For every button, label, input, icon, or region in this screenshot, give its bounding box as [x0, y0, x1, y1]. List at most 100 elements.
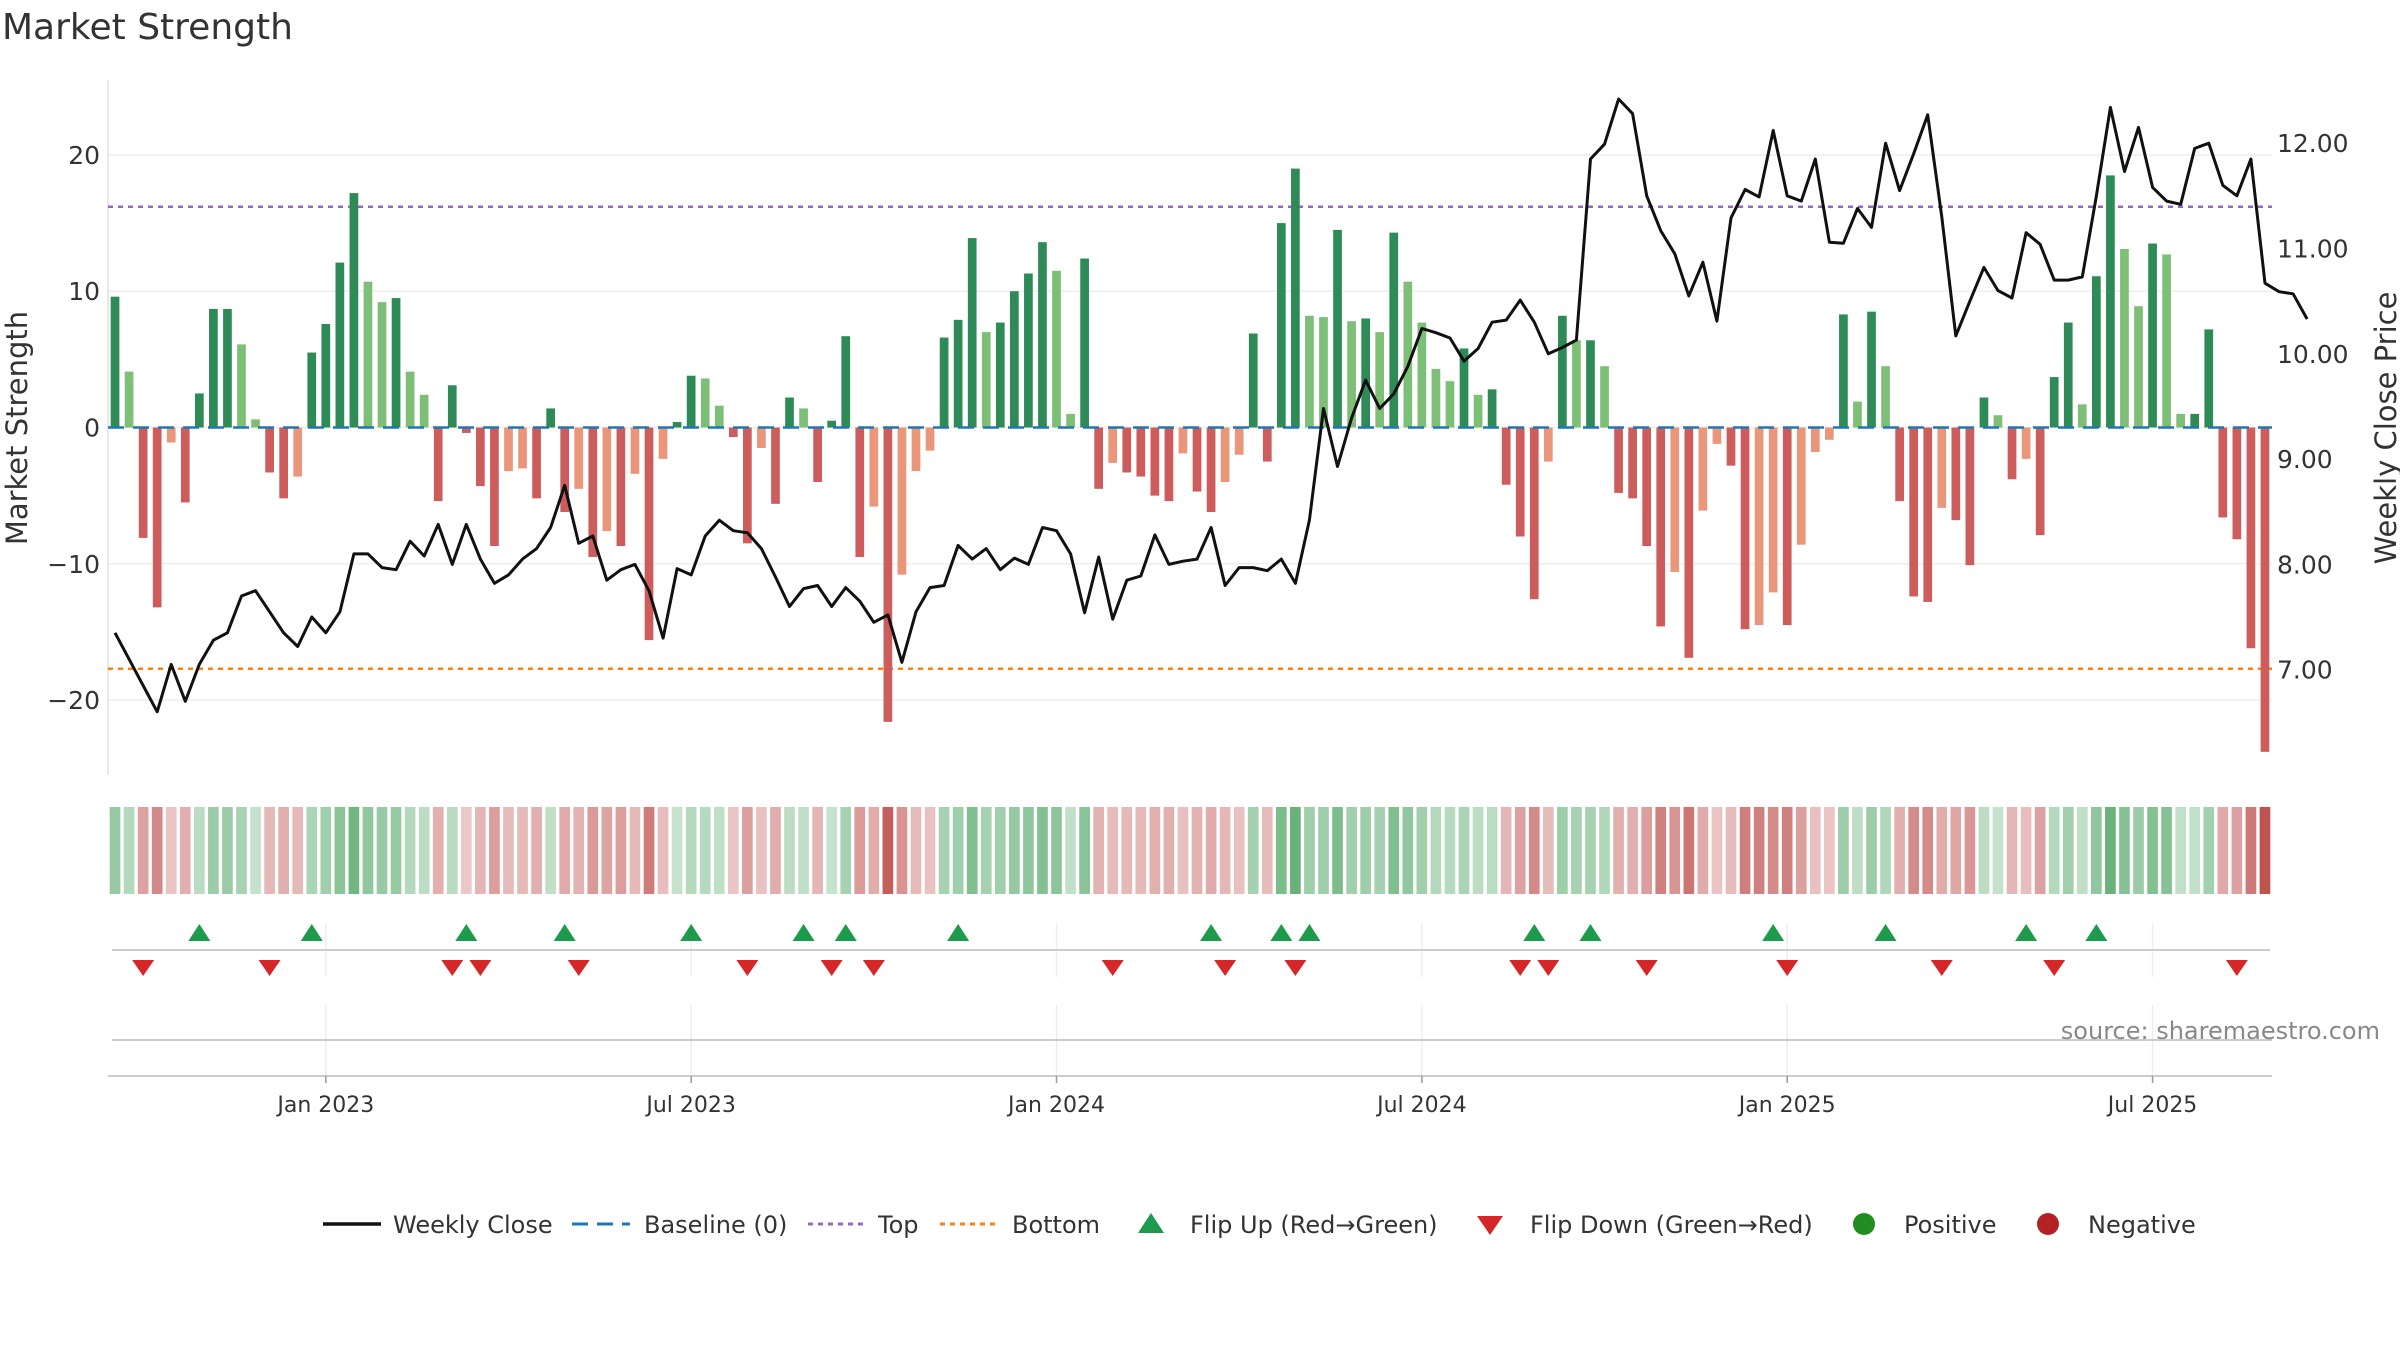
strength-bar — [2260, 427, 2270, 752]
strength-bar — [461, 427, 471, 433]
strength-bar — [967, 238, 977, 428]
strength-bar — [1445, 381, 1455, 428]
legend: Weekly Close Baseline (0) Top Bottom Flip Up… — [323, 1211, 2196, 1239]
strength-bar — [363, 281, 373, 428]
heat-cell — [685, 807, 697, 894]
heat-cell — [222, 807, 233, 894]
flip-down-marker — [1776, 960, 1799, 976]
heat-cell — [348, 807, 360, 894]
strength-bar — [1586, 340, 1595, 428]
strength-bar — [1670, 427, 1680, 572]
strength-bar — [1403, 281, 1413, 428]
strength-bar — [1923, 427, 1933, 602]
heat-cell — [699, 807, 711, 894]
heat-cell — [1430, 807, 1442, 894]
heat-cell — [1922, 807, 1934, 894]
heat-cell — [2217, 807, 2229, 894]
strength-bar — [1656, 427, 1666, 627]
strength-bar — [138, 427, 148, 538]
strength-bar — [728, 427, 738, 438]
legend-circle-icon — [1853, 1213, 1875, 1235]
strength-bar — [1459, 348, 1469, 428]
heat-cell — [2161, 807, 2172, 894]
strength-bar — [1642, 427, 1652, 547]
heat-cell — [1191, 807, 1203, 894]
strength-bar — [995, 322, 1005, 428]
strength-bar — [1782, 427, 1792, 626]
right-axis-ticks: 12.00 11.00 10.00 9.00 8.00 7.00 — [2277, 129, 2349, 685]
legend-item-flip-down: Flip Down (Green→Red) — [1477, 1211, 1813, 1239]
strength-bar — [1881, 366, 1890, 428]
heat-cell — [1500, 807, 1512, 894]
strength-bar — [152, 427, 162, 608]
heat-cell — [2076, 807, 2088, 894]
x-tick-label: Jul 2024 — [1375, 1093, 1467, 1118]
heat-cell — [2147, 807, 2158, 894]
strength-bar — [630, 427, 640, 474]
strength-bar — [1515, 427, 1525, 537]
heat-cell — [531, 807, 542, 894]
bottom-panel — [108, 1005, 2272, 1077]
strength-bar — [2077, 404, 2087, 428]
heat-cell — [1135, 807, 1147, 894]
heat-cell — [460, 807, 472, 894]
strength-bar — [616, 427, 626, 547]
heat-cell — [1711, 807, 1723, 894]
heat-cell — [2245, 807, 2257, 894]
strength-bar — [1319, 317, 1328, 428]
heat-cell — [1669, 807, 1681, 894]
strength-bar — [2007, 427, 2017, 480]
strength-bar — [1347, 321, 1356, 428]
legend-label: Weekly Close — [393, 1211, 553, 1239]
heat-cell — [952, 807, 964, 894]
heat-cell — [432, 807, 444, 894]
flip-down-marker — [567, 960, 590, 976]
strength-bar — [1164, 427, 1174, 502]
strength-bar — [813, 427, 822, 483]
heat-cell — [671, 807, 683, 894]
heat-cell — [1149, 807, 1161, 894]
strength-bar — [1796, 427, 1806, 545]
heat-cell — [489, 807, 500, 894]
flip-up-marker — [792, 924, 815, 941]
strength-bar — [124, 371, 134, 428]
heat-cell — [1093, 807, 1105, 894]
heat-cell — [1472, 807, 1484, 894]
legend-item-positive: Positive — [1853, 1211, 1997, 1239]
heat-cell — [1065, 807, 1076, 894]
strength-bar — [504, 427, 513, 472]
heat-cell — [1486, 807, 1498, 894]
y-tick-label: 20 — [68, 141, 100, 170]
heat-cell — [1641, 807, 1653, 894]
flip-up-marker — [680, 924, 703, 941]
strength-bar — [1543, 427, 1553, 462]
strength-bar — [1937, 427, 1947, 508]
strength-bar — [1768, 427, 1778, 593]
heat-cell — [1880, 807, 1891, 894]
strength-bar — [1192, 427, 1202, 492]
strength-bar — [574, 427, 584, 489]
heat-cell — [292, 807, 304, 894]
heat-cell — [1950, 807, 1962, 894]
strength-bar — [1150, 427, 1160, 496]
strength-bar — [1712, 427, 1722, 444]
heat-cell — [2231, 807, 2243, 894]
strength-bar — [2162, 254, 2171, 428]
strength-bar — [1529, 427, 1539, 600]
heat-cell — [826, 807, 838, 894]
heat-cell — [1866, 807, 1877, 894]
flip-down-marker — [736, 960, 759, 976]
heat-cell — [1247, 807, 1259, 894]
heat-cell — [938, 807, 950, 894]
legend-triangle-up-icon — [1138, 1213, 1164, 1233]
y2-tick-label: 8.00 — [2277, 550, 2333, 579]
strength-bar — [897, 427, 907, 575]
heat-cell — [1107, 807, 1119, 894]
flip-up-marker — [1298, 924, 1321, 941]
strength-bar — [1276, 223, 1286, 428]
x-tick-label: Jul 2023 — [644, 1093, 736, 1118]
strength-bar — [1417, 322, 1427, 428]
heat-cell — [1627, 807, 1638, 894]
heat-cell — [770, 807, 781, 894]
strength-bar — [1993, 415, 2003, 428]
